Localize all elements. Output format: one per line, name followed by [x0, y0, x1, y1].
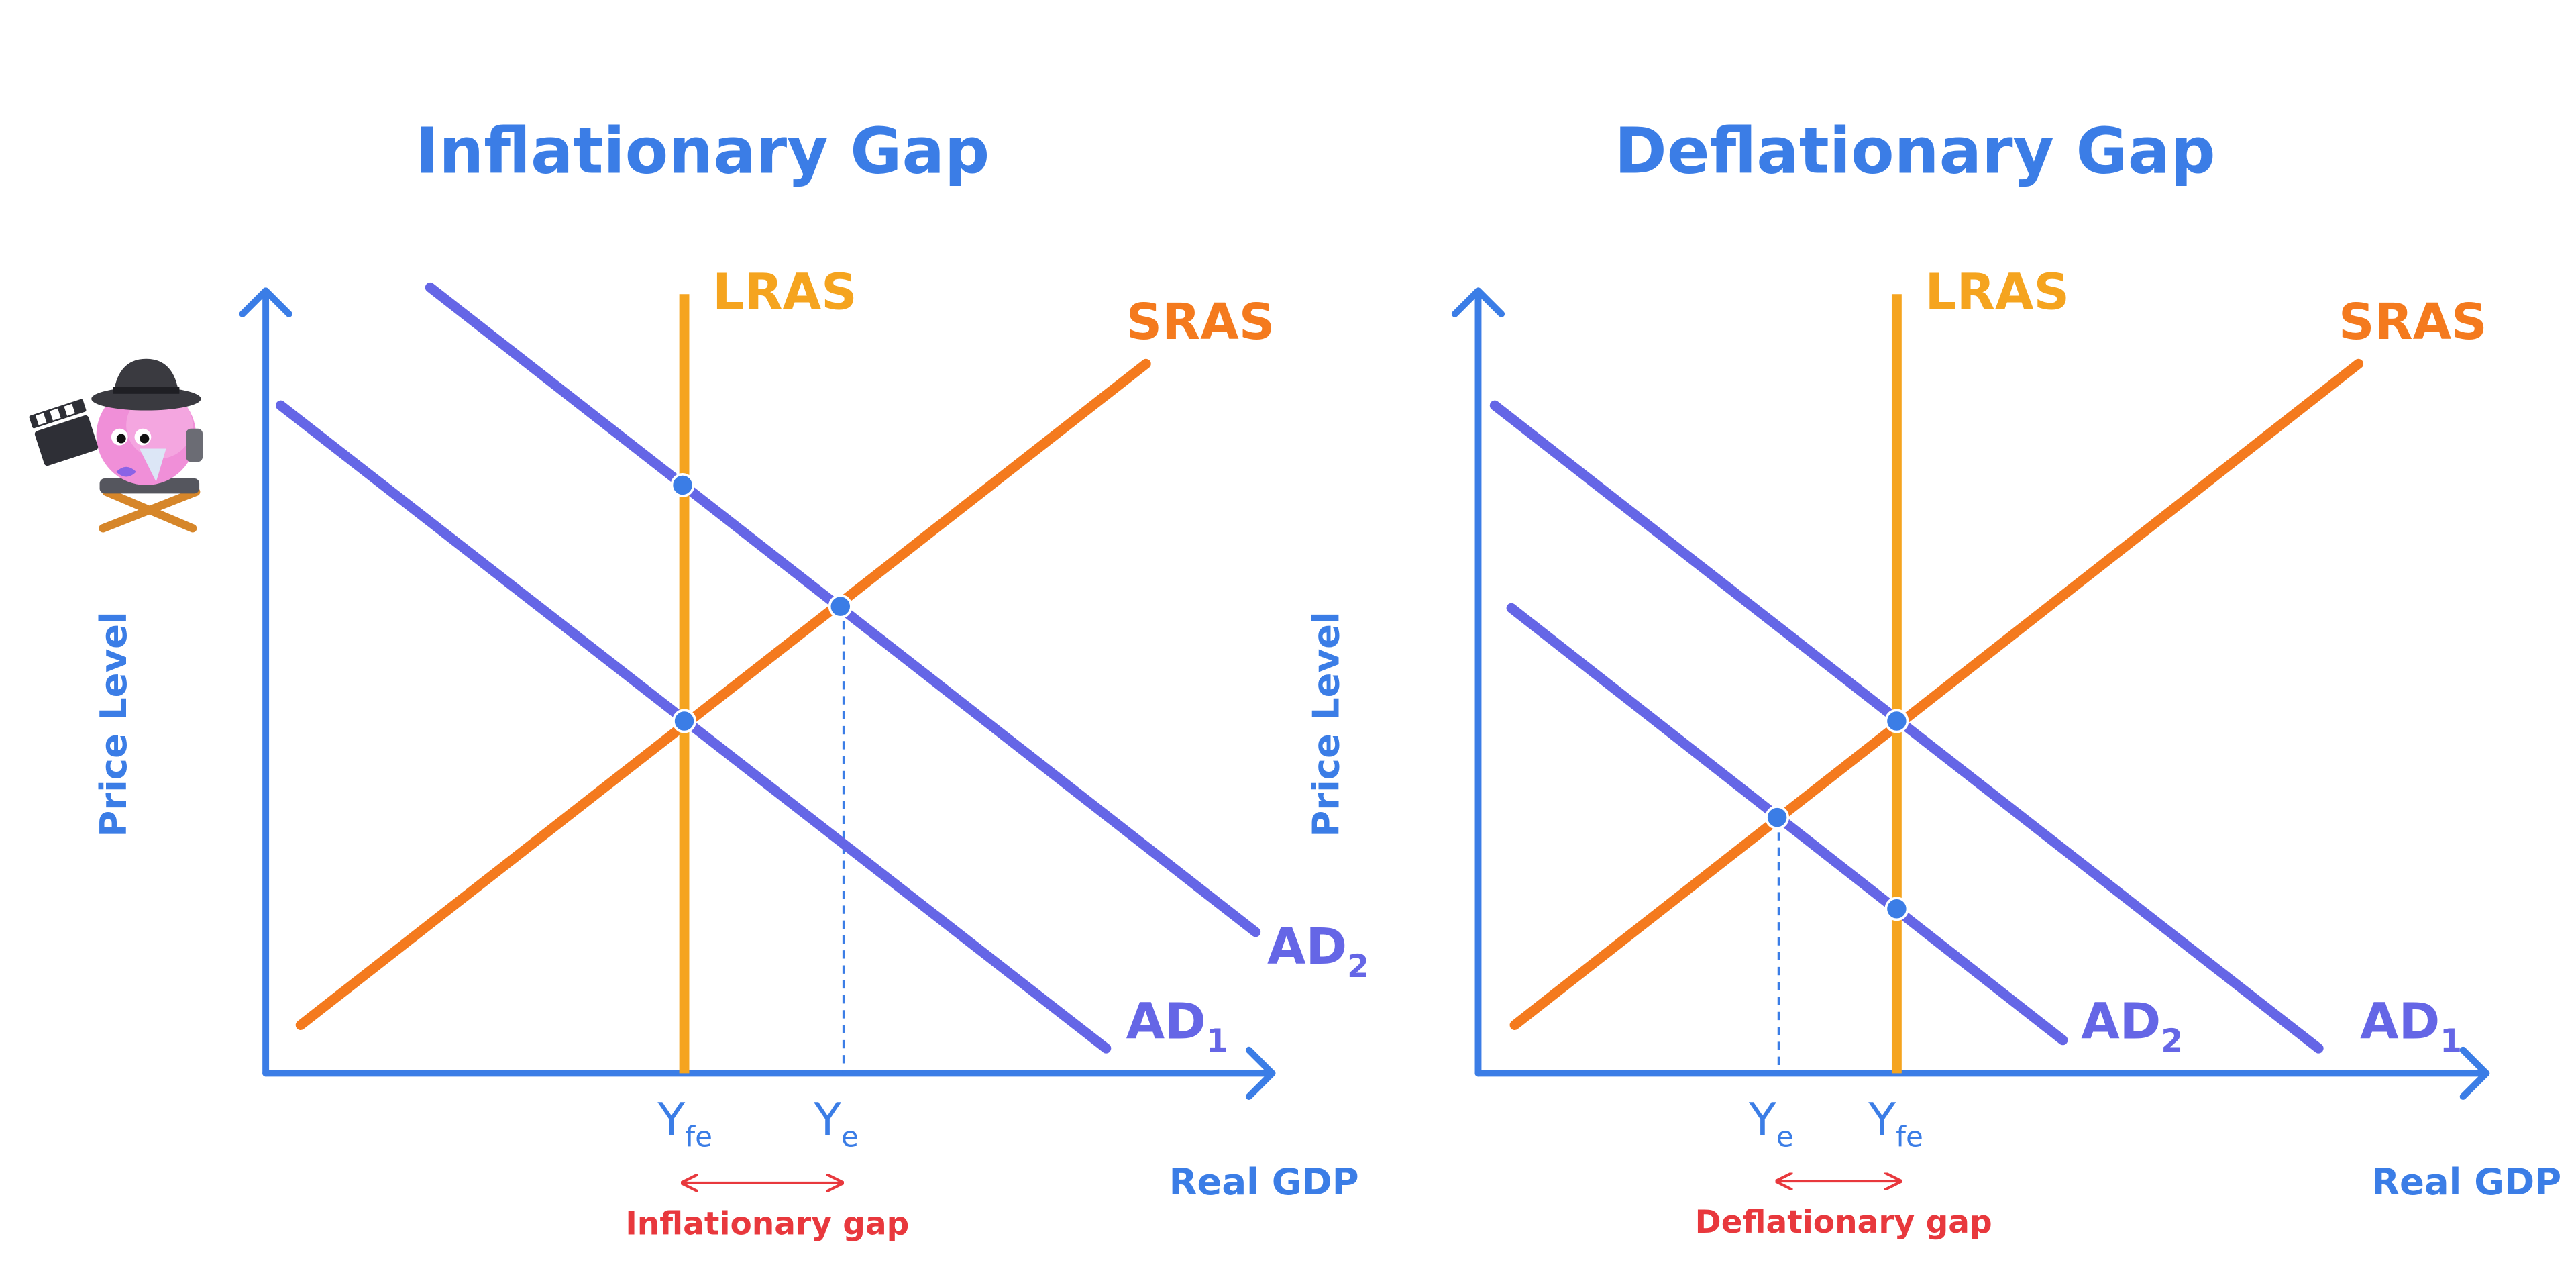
- x-axis-label: Real GDP: [1169, 1160, 1359, 1203]
- tick-label-ye: Ye: [813, 1093, 859, 1153]
- intersection-point: [672, 709, 696, 733]
- intersection-point: [1884, 709, 1909, 733]
- axes: [1451, 287, 2490, 1100]
- panel-title: Inflationary Gap: [415, 115, 989, 188]
- gap-label: Inflationary gap: [625, 1206, 909, 1243]
- intersection-point: [1884, 897, 1909, 921]
- lras-label: LRAS: [712, 263, 857, 321]
- intersection-point: [828, 594, 853, 619]
- sras-curve: [295, 358, 1151, 1031]
- sras-curve: [1509, 358, 2364, 1031]
- ad1-label: AD1: [1126, 992, 1228, 1060]
- y-axis-label: Price Level: [1305, 611, 1348, 837]
- tick-label-ye: Ye: [1748, 1093, 1794, 1153]
- ad1-label: AD1: [2360, 992, 2462, 1060]
- sras-label: SRAS: [2339, 293, 2487, 351]
- gap-label: Deflationary gap: [1695, 1204, 1992, 1241]
- lras-label: LRAS: [1925, 263, 2069, 321]
- panel-inflationary: Inflationary Gap Price Level Real GDP LR…: [92, 115, 1369, 1242]
- axes: [239, 287, 1276, 1100]
- sras-label: SRAS: [1126, 293, 1275, 351]
- ad2-label: AD2: [2081, 992, 2183, 1060]
- y-axis-label: Price Level: [92, 611, 135, 837]
- panel-deflationary: Deflationary Gap Price Level Real GDP LR…: [1305, 115, 2562, 1241]
- intersection-point: [670, 472, 695, 497]
- x-axis-label: Real GDP: [2371, 1160, 2561, 1203]
- director-mascot-icon: [29, 358, 203, 533]
- tick-label-yfe: Yfe: [1868, 1093, 1923, 1153]
- tick-label-yfe: Yfe: [657, 1093, 712, 1153]
- panel-title: Deflationary Gap: [1615, 115, 2216, 188]
- intersection-point: [1765, 805, 1790, 830]
- ad2-label: AD2: [1267, 917, 1369, 985]
